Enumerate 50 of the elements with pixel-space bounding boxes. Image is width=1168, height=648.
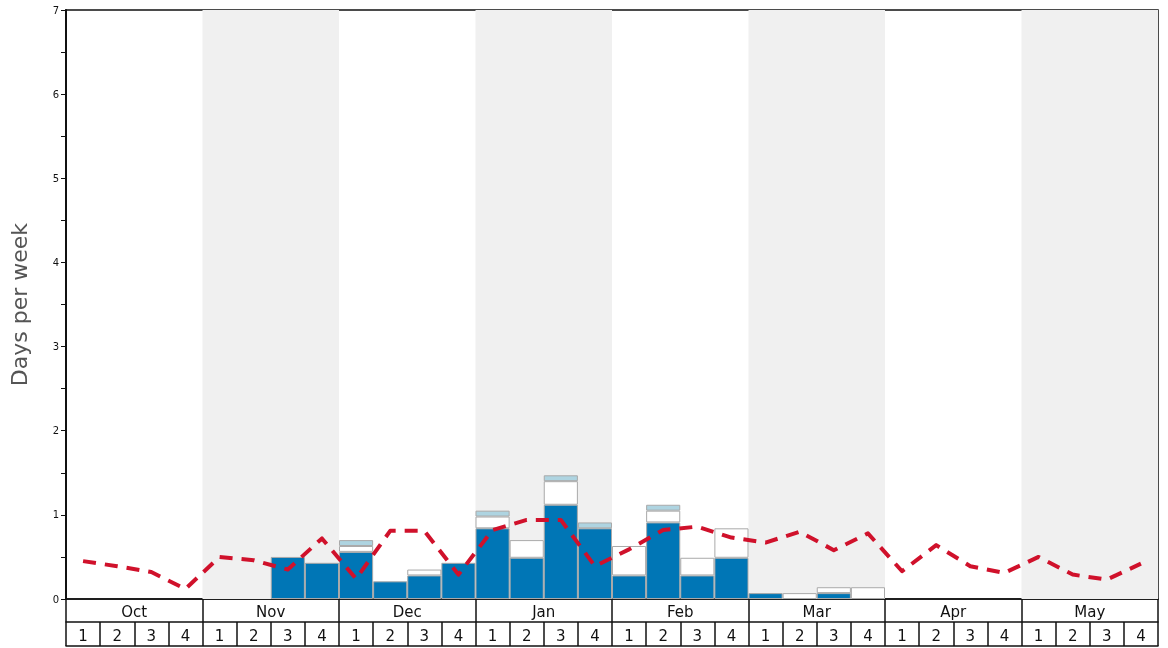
x-tick-label: 1 — [351, 626, 361, 645]
x-tick-label: 1 — [1033, 626, 1044, 645]
y-tick-label: 7 — [52, 4, 59, 16]
x-tick-label: 2 — [658, 626, 668, 645]
x-tick-label: 3 — [692, 626, 703, 645]
x-tick-label: 2 — [794, 626, 805, 645]
text: Oct — [121, 602, 148, 621]
x-tick-label: 3 — [283, 626, 293, 645]
x-tick-label: 1 — [78, 626, 88, 645]
x-tick-label: 1 — [624, 626, 634, 645]
x-tick-label: 3 — [146, 626, 157, 645]
y-tick-label: 3 — [52, 341, 59, 353]
x-tick-label: 4 — [863, 626, 873, 645]
x-tick-label: 2 — [521, 626, 532, 645]
text: Nov — [256, 602, 286, 621]
x-tick-label: 2 — [385, 626, 395, 645]
y-tick-label: 5 — [52, 172, 59, 184]
x-tick-label: 4 — [180, 626, 191, 645]
x-tick-label: 2 — [1067, 626, 1078, 645]
x-tick-label: 4 — [726, 626, 737, 645]
line-series — [81, 517, 1143, 591]
x-tick-label: 3 — [1102, 626, 1112, 645]
text: Mar — [802, 602, 832, 621]
x-tick-label: 1 — [897, 626, 907, 645]
x-tick-label: 4 — [453, 626, 464, 645]
x-tick-label: 4 — [590, 626, 600, 645]
x-tick-label: 2 — [931, 626, 941, 645]
x-tick-label: 3 — [829, 626, 839, 645]
y-tick-label: 0 — [52, 593, 59, 605]
x-tick-label: 4 — [1136, 626, 1146, 645]
y-tick-label: 1 — [52, 509, 59, 521]
x-tick-label: 1 — [214, 626, 225, 645]
y-tick-label: 4 — [52, 256, 59, 268]
text: Jan — [531, 602, 556, 621]
x-tick-label: 3 — [419, 626, 430, 645]
text: Dec — [392, 602, 422, 621]
x-tick-label: 3 — [556, 626, 566, 645]
x-tick-label: 4 — [317, 626, 327, 645]
x-tick-label: 2 — [248, 626, 259, 645]
text: May — [1074, 602, 1106, 621]
y-tick-label: 2 — [52, 425, 59, 437]
y-tick-label: 6 — [52, 88, 59, 100]
y-axis-title: Days per week — [6, 222, 32, 387]
x-tick-label: 4 — [999, 626, 1010, 645]
x-tick-label: 3 — [965, 626, 976, 645]
x-tick-label: 1 — [487, 626, 498, 645]
text: Apr — [940, 602, 968, 621]
x-tick-label: 2 — [112, 626, 122, 645]
text: Feb — [666, 602, 694, 621]
x-tick-label: 1 — [760, 626, 771, 645]
